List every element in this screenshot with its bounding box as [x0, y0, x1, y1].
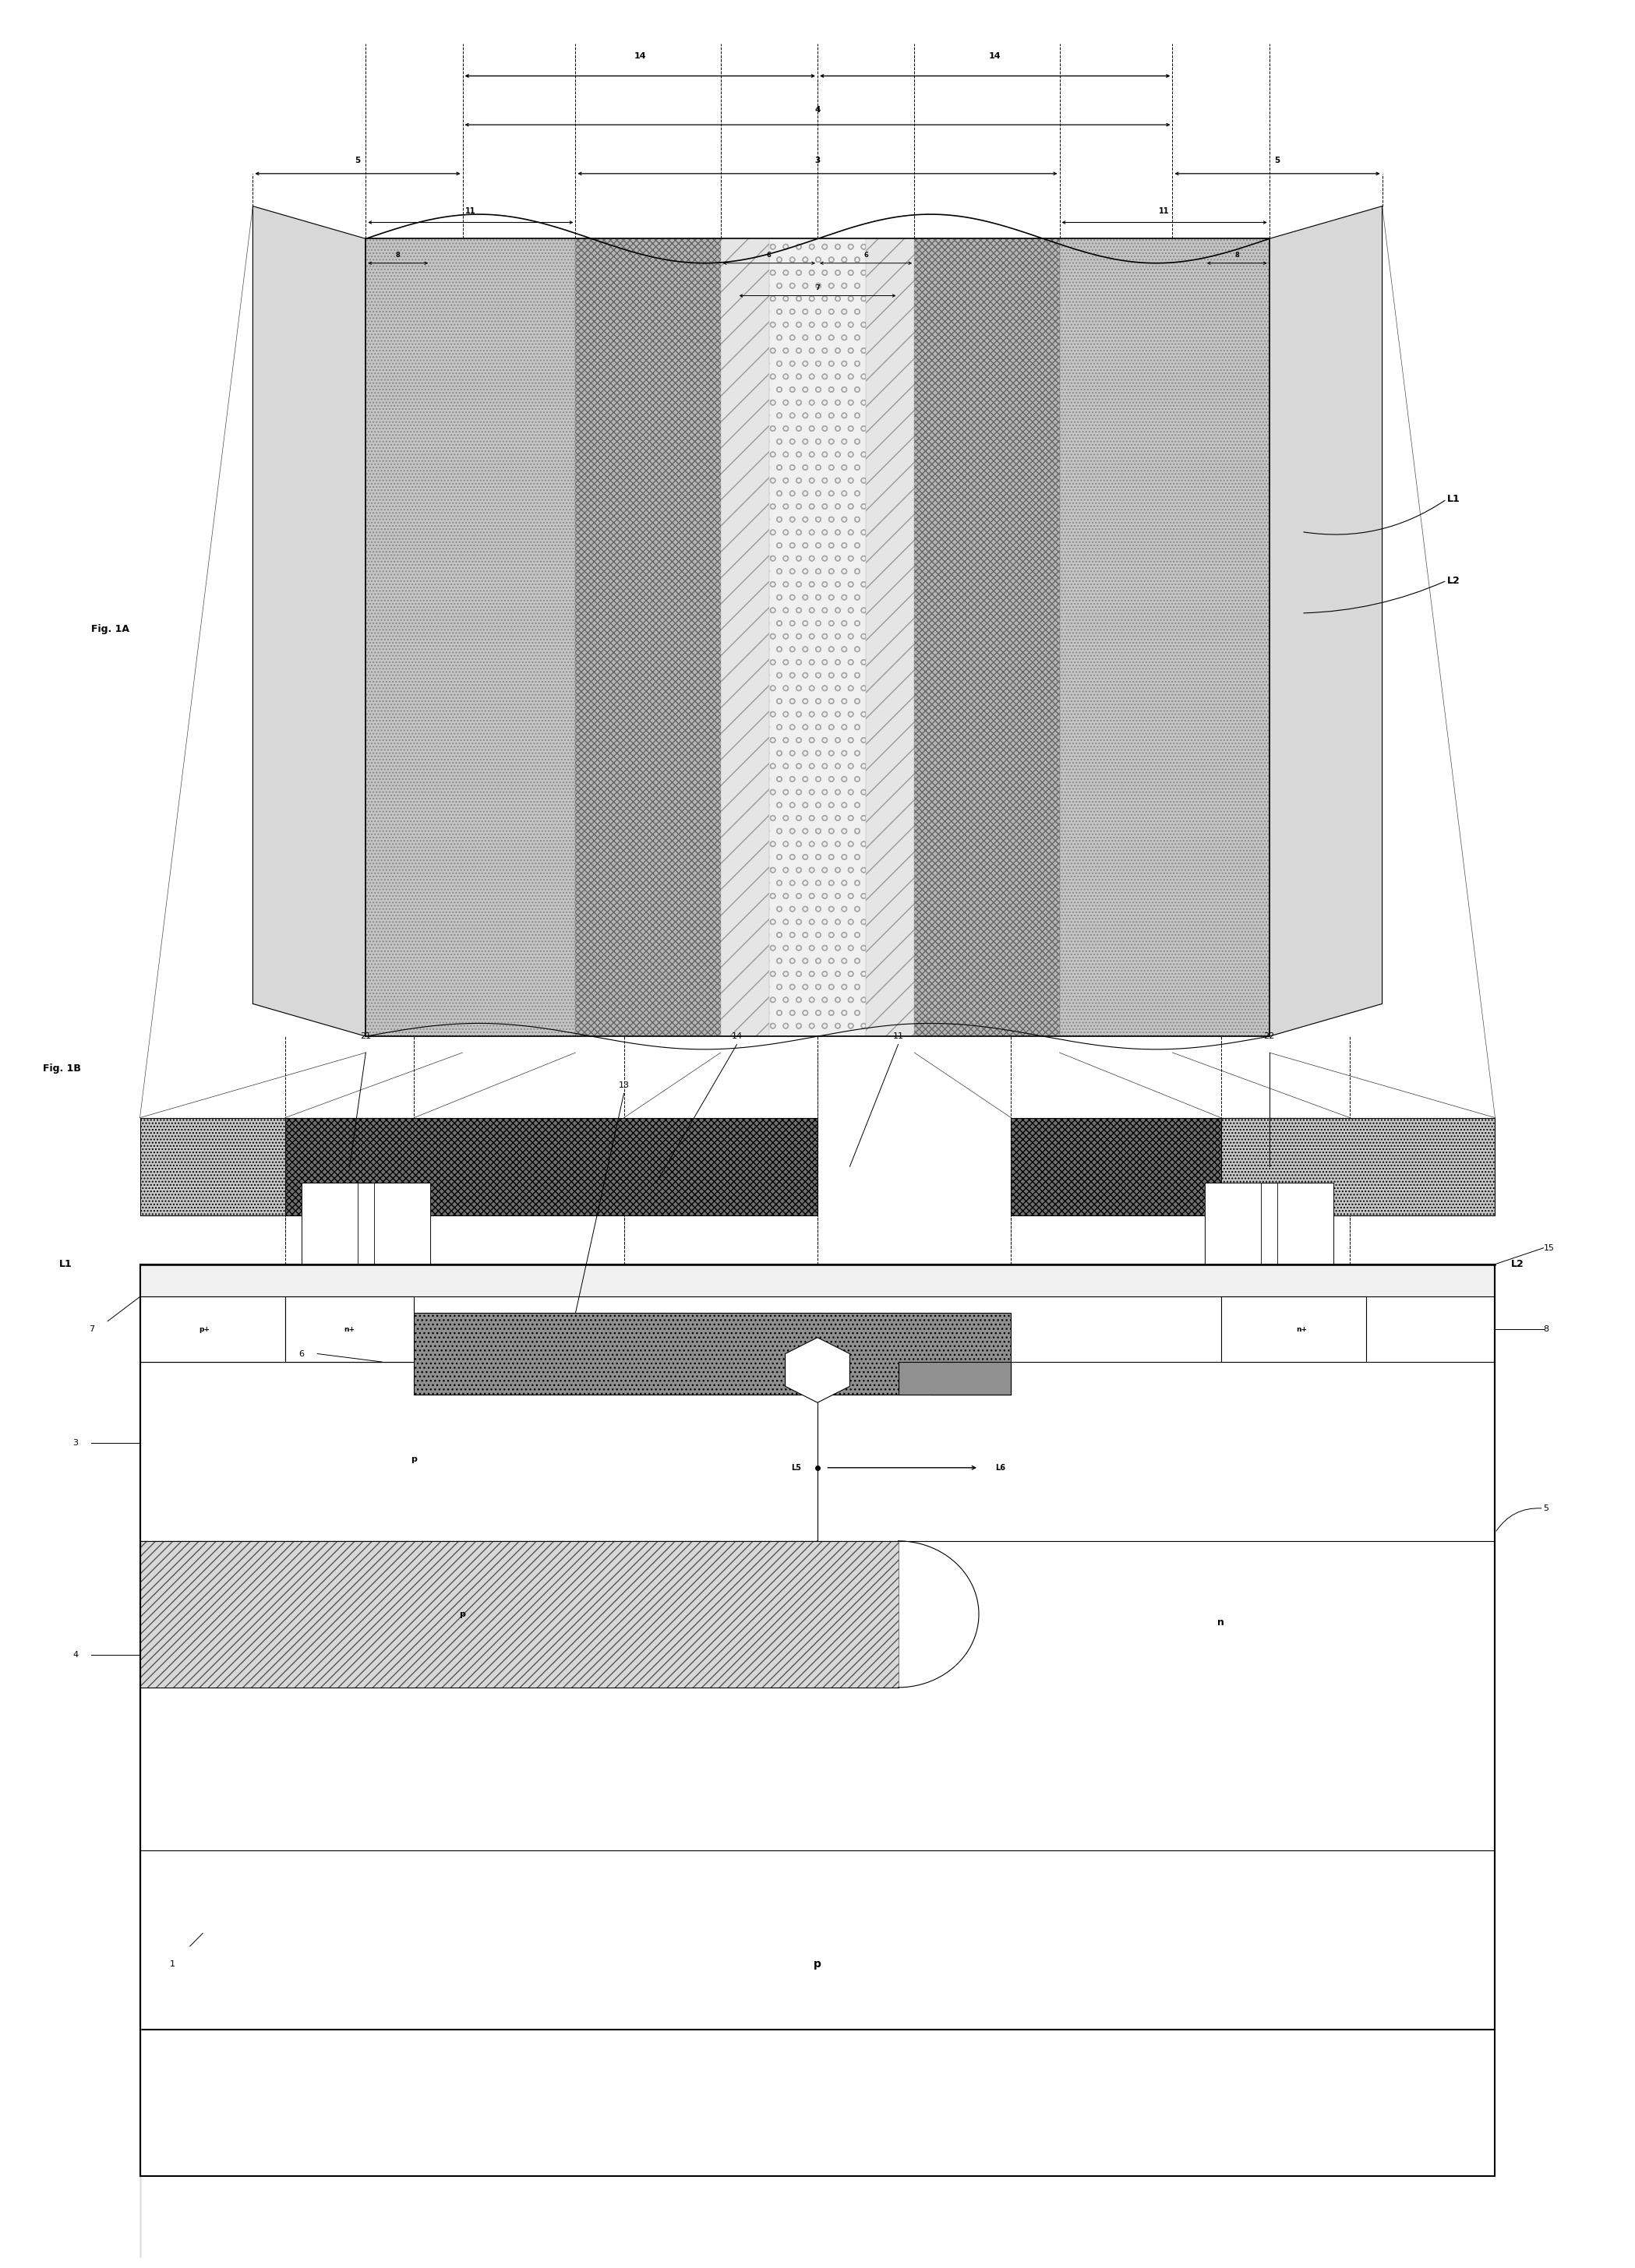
- Text: L2: L2: [1511, 1259, 1524, 1270]
- Text: 13: 13: [618, 1082, 629, 1089]
- Text: n+: n+: [343, 1327, 355, 1334]
- Text: 14: 14: [634, 52, 646, 61]
- Bar: [366, 238, 1269, 1036]
- Bar: [721, 238, 914, 1036]
- Polygon shape: [785, 1338, 850, 1402]
- Polygon shape: [141, 1361, 817, 1540]
- Text: 14: 14: [731, 1032, 742, 1041]
- Text: 6: 6: [299, 1349, 304, 1359]
- Bar: [374, 1184, 430, 1263]
- Bar: [1221, 1297, 1365, 1361]
- Text: 6: 6: [767, 252, 772, 259]
- Text: p+: p+: [199, 1327, 209, 1334]
- Bar: [141, 1118, 414, 1216]
- Text: L2: L2: [1447, 576, 1460, 585]
- Bar: [141, 1263, 1494, 2175]
- Bar: [366, 238, 576, 1036]
- Bar: [1059, 238, 1269, 1036]
- Text: n+: n+: [1297, 1327, 1306, 1334]
- Text: p: p: [459, 1610, 466, 1617]
- Text: 7: 7: [88, 1325, 95, 1334]
- Text: 6: 6: [863, 252, 868, 259]
- Text: 11: 11: [466, 206, 476, 215]
- Text: 5: 5: [355, 156, 361, 166]
- Polygon shape: [253, 206, 366, 1036]
- Text: n: n: [1218, 1617, 1225, 1628]
- Text: 5: 5: [1274, 156, 1280, 166]
- Text: p: p: [410, 1456, 417, 1463]
- Bar: [768, 238, 867, 1036]
- Text: p: p: [814, 1960, 821, 1969]
- Bar: [284, 1118, 817, 1216]
- Text: L5: L5: [791, 1463, 801, 1472]
- Text: 15: 15: [1543, 1245, 1555, 1252]
- Polygon shape: [930, 1361, 1010, 1395]
- Bar: [1221, 1118, 1494, 1216]
- Bar: [414, 1313, 1010, 1395]
- Bar: [1277, 1184, 1334, 1263]
- Text: 8: 8: [1234, 252, 1239, 259]
- Text: 22: 22: [1264, 1032, 1275, 1041]
- Text: 8: 8: [396, 252, 401, 259]
- Polygon shape: [1269, 206, 1382, 1036]
- Text: 21: 21: [360, 1032, 371, 1041]
- Text: 4: 4: [814, 107, 821, 113]
- Text: 8: 8: [1543, 1325, 1548, 1334]
- Bar: [141, 1263, 1494, 2030]
- Text: L1: L1: [59, 1259, 72, 1270]
- Text: 7: 7: [816, 284, 819, 290]
- Text: 3: 3: [72, 1440, 78, 1447]
- Text: 4: 4: [72, 1651, 78, 1658]
- Text: 11: 11: [1159, 206, 1169, 215]
- Bar: [301, 1184, 430, 1263]
- Text: L1: L1: [1447, 494, 1460, 503]
- Text: Fig. 1A: Fig. 1A: [92, 624, 129, 635]
- Text: 3: 3: [814, 156, 821, 166]
- Bar: [1205, 1184, 1261, 1263]
- Bar: [898, 1361, 1010, 1395]
- Text: 11: 11: [893, 1032, 904, 1041]
- Bar: [141, 1540, 898, 1687]
- Text: 1: 1: [170, 1960, 175, 1969]
- Bar: [1205, 1184, 1334, 1263]
- Bar: [141, 1297, 284, 1361]
- Text: 5: 5: [1543, 1504, 1548, 1513]
- Text: 14: 14: [989, 52, 1001, 61]
- Bar: [141, 1263, 1494, 1297]
- Bar: [301, 1184, 358, 1263]
- Text: L6: L6: [996, 1463, 1006, 1472]
- Bar: [1010, 1118, 1351, 1216]
- Bar: [366, 238, 1269, 1036]
- Bar: [284, 1297, 414, 1361]
- Text: Fig. 1B: Fig. 1B: [43, 1064, 82, 1075]
